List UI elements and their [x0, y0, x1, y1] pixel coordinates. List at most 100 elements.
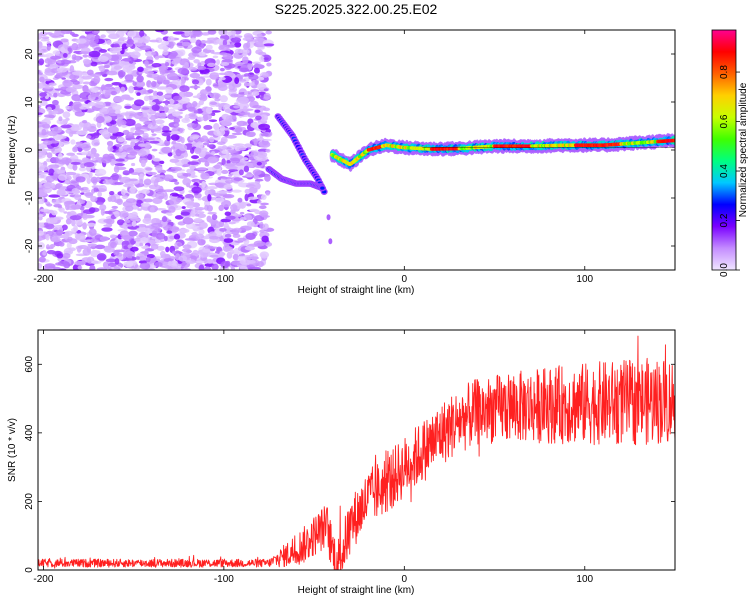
spectrogram-cell — [193, 110, 199, 114]
spectrogram-cell — [77, 265, 83, 270]
spectrogram-cell — [195, 260, 205, 264]
spectrogram-cell — [139, 30, 145, 37]
spectrogram-cell — [38, 222, 44, 230]
spectrogram-cell — [42, 186, 53, 194]
spectrogram-cell — [166, 169, 176, 172]
spectrogram-cell — [62, 252, 71, 259]
spectrogram-cell — [90, 89, 99, 93]
spectrogram-cell — [184, 31, 191, 37]
spectrogram-cell — [192, 123, 202, 131]
spectrogram-cell — [78, 187, 84, 191]
spectrogram-cell — [151, 104, 160, 111]
spectrogram-cell — [62, 111, 71, 119]
spectrogram-cell — [252, 90, 260, 97]
spectrogram-cell — [167, 35, 175, 42]
spectrogram-cell — [164, 99, 169, 106]
spectrogram-cell — [162, 106, 169, 113]
spectrogram-cell — [230, 93, 239, 98]
spectrogram-cell — [221, 199, 232, 208]
spectrogram-cell — [184, 77, 189, 81]
colorbar-tick-label: 0.6 — [719, 114, 730, 128]
spectrogram-cell — [165, 246, 170, 253]
spectrogram-cell — [148, 39, 160, 43]
spectrogram-cell — [56, 188, 66, 196]
spectrogram-cell — [91, 260, 102, 265]
spectrogram-cell — [69, 60, 77, 64]
spectrogram-cell — [82, 85, 89, 93]
spectrogram-cell — [159, 112, 167, 119]
spectrogram-cell — [173, 154, 185, 159]
spectrogram-cell — [192, 95, 201, 99]
spectrogram-cell — [162, 49, 169, 56]
spectrogram-cell — [262, 223, 269, 230]
spectrogram-cell — [44, 78, 52, 82]
spectrogram-cell — [236, 120, 248, 127]
spectrogram-cell — [38, 54, 42, 57]
spectrogram-cell — [139, 242, 144, 247]
spectrogram-cell — [222, 39, 228, 47]
spectrogram-cell — [151, 133, 157, 137]
spectrogram-cell — [201, 172, 210, 180]
spectrogram-cell — [228, 221, 237, 225]
spectrogram-cell — [137, 255, 148, 261]
spectrogram-cell — [221, 150, 229, 155]
spectrogram-y-ticks: -20 -10 0 10 20 — [24, 48, 675, 253]
spectrogram-cell — [207, 211, 217, 215]
spectrogram-cell — [256, 151, 268, 158]
spectrogram-cell — [110, 90, 118, 96]
spectrogram-cell — [97, 191, 102, 198]
spectrogram-cell — [206, 37, 218, 41]
spectrogram-cell — [135, 193, 144, 200]
spectrogram-cell — [123, 261, 134, 268]
spectrogram-cell — [222, 53, 233, 60]
spectrogram-cell — [237, 96, 249, 104]
spectrogram-cell — [94, 244, 106, 250]
spectrogram-cell — [38, 104, 42, 108]
colorbar-tick-label: 0.4 — [719, 164, 730, 178]
spectrogram-cell — [93, 186, 99, 193]
spectrogram-cell — [73, 224, 78, 232]
spectrogram-cell — [263, 57, 269, 61]
spectrogram-cell — [56, 169, 66, 174]
spectrogram-cell — [113, 165, 120, 173]
spectrogram-cell — [82, 248, 91, 256]
spectrogram-cell — [38, 230, 44, 236]
snr-y-label: SNR (10 * v/v) — [7, 418, 18, 482]
spectrogram-cell — [77, 245, 89, 250]
spectrogram-marks — [38, 30, 675, 270]
spectrogram-cell — [39, 164, 49, 172]
spectrogram-cell — [234, 63, 244, 67]
spectrogram-cell — [224, 179, 234, 184]
spectrogram-cell — [221, 176, 233, 180]
spectrogram-cell — [195, 39, 202, 47]
spectrogram-cell — [226, 159, 231, 164]
spectrogram-cell — [72, 101, 82, 108]
spectrogram-cell — [177, 67, 189, 75]
spectrogram-cell — [245, 131, 256, 138]
spectrogram-cell — [105, 258, 117, 263]
spectrogram-cell — [237, 197, 243, 203]
spectrogram-cell — [265, 191, 270, 196]
spectrogram-cell — [180, 136, 185, 144]
spectrogram-cell — [38, 82, 45, 89]
spectrogram-cell — [244, 246, 255, 251]
spectrogram-cell — [156, 86, 169, 90]
spectrogram-cell — [42, 250, 47, 256]
spectrogram-cell — [255, 95, 261, 99]
spectrogram-cell — [193, 59, 200, 64]
spectrogram-cell — [219, 67, 225, 72]
spectrogram-cell — [259, 221, 264, 230]
spectrogram-cell — [244, 188, 251, 194]
spectrogram-cell — [239, 216, 247, 221]
spectrogram-cell — [221, 58, 233, 63]
snr-series-line — [38, 335, 675, 570]
spectrogram-cell — [218, 44, 229, 51]
spectrogram-cell — [223, 222, 230, 231]
spectrogram-cell — [148, 101, 157, 106]
spectrogram-cell — [215, 197, 225, 203]
spectrogram-cell — [230, 37, 242, 43]
spectrogram-cell — [220, 119, 232, 126]
spectrogram-cell — [190, 226, 198, 230]
spectrogram-cell — [81, 151, 88, 156]
spectrogram-cell — [90, 93, 99, 98]
